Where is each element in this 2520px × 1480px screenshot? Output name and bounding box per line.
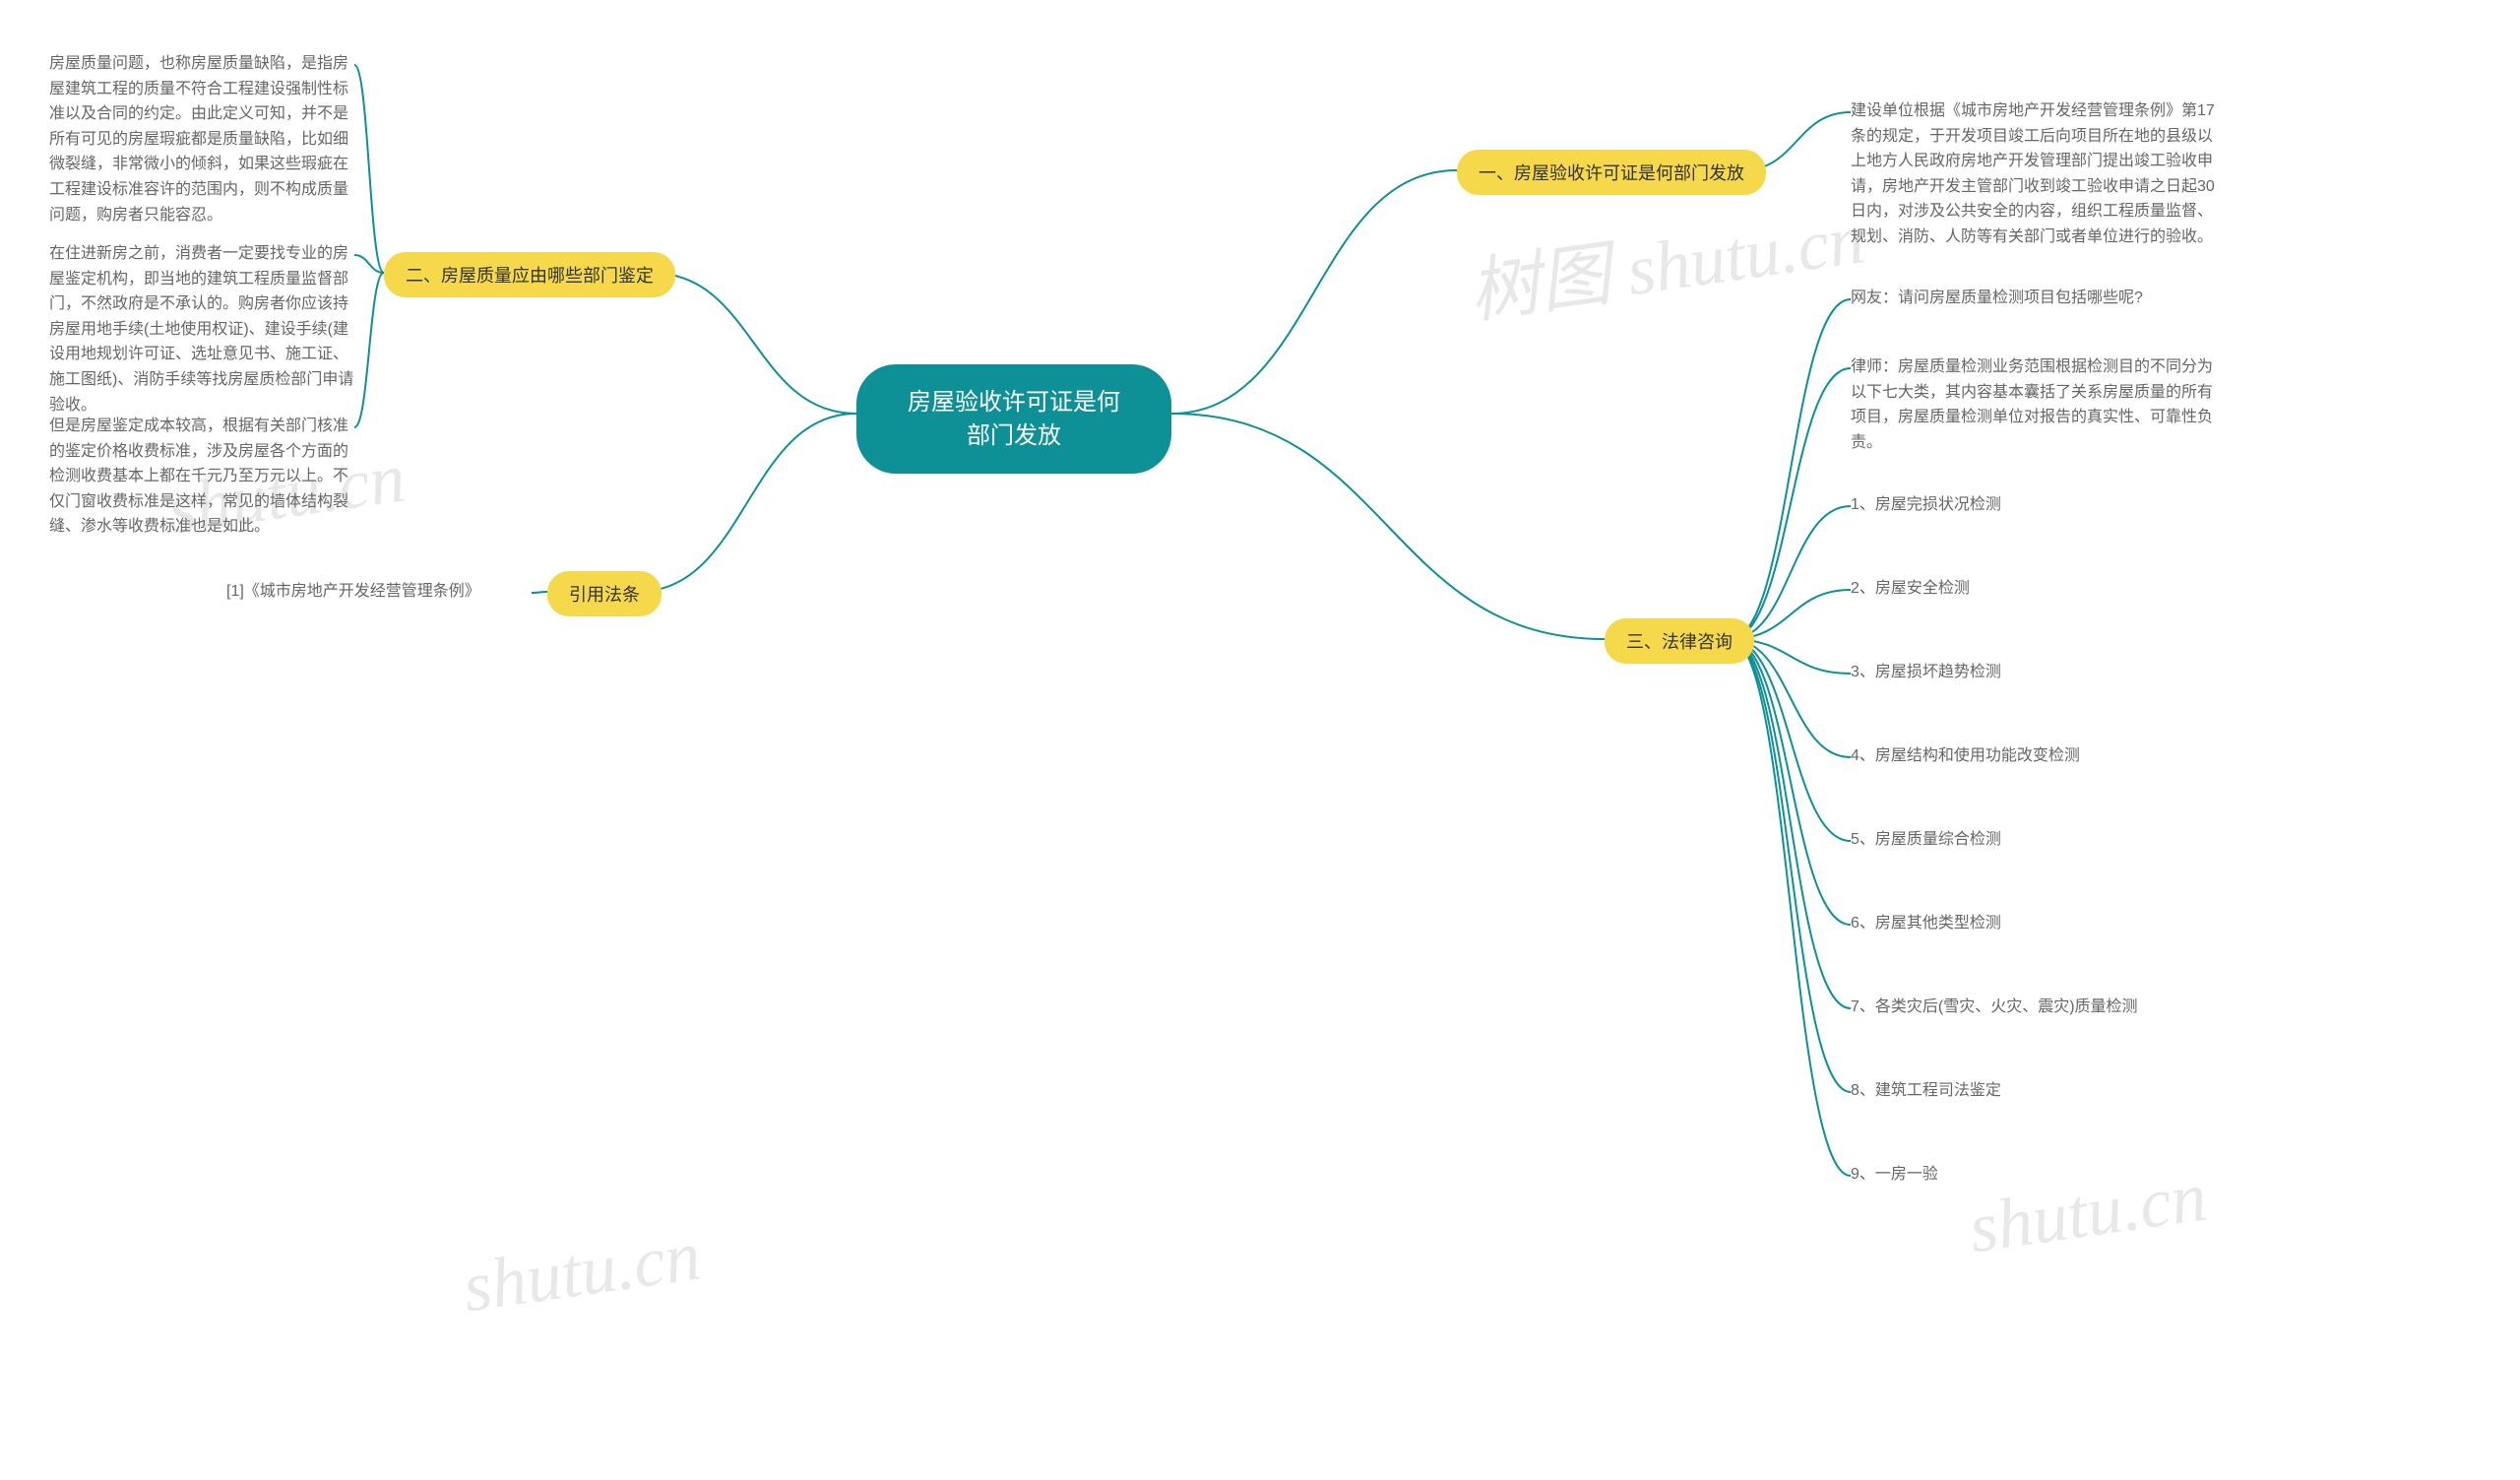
- leaf-node: 5、房屋质量综合检测: [1851, 827, 2185, 853]
- leaf-node: 2、房屋安全检测: [1851, 576, 2185, 602]
- branch-node[interactable]: 三、法律咨询: [1605, 618, 1754, 664]
- watermark: 树图 shutu.cn: [1462, 179, 1870, 337]
- leaf-node: 4、房屋结构和使用功能改变检测: [1851, 743, 2185, 769]
- branch-node[interactable]: 二、房屋质量应由哪些部门鉴定: [384, 252, 675, 297]
- center-node[interactable]: 房屋验收许可证是何部门发放: [856, 364, 1171, 474]
- leaf-node: 在住进新房之前，消费者一定要找专业的房屋鉴定机构，即当地的建筑工程质量监督部门，…: [49, 241, 354, 418]
- leaf-node: 建设单位根据《城市房地产开发经营管理条例》第17条的规定，于开发项目竣工后向项目…: [1851, 98, 2225, 250]
- watermark: shutu.cn: [458, 1215, 705, 1329]
- leaf-node: 房屋质量问题，也称房屋质量缺陷，是指房屋建筑工程的质量不符合工程建设强制性标准以…: [49, 51, 354, 227]
- leaf-node: 网友：请问房屋质量检测项目包括哪些呢?: [1851, 286, 2225, 311]
- leaf-node: 1、房屋完损状况检测: [1851, 492, 2185, 518]
- leaf-node: 律师：房屋质量检测业务范围根据检测目的不同分为以下七大类，其内容基本囊括了关系房…: [1851, 354, 2225, 455]
- leaf-node: 8、建筑工程司法鉴定: [1851, 1078, 2185, 1104]
- branch-node[interactable]: 引用法条: [547, 571, 662, 616]
- leaf-node: [1]《城市房地产开发经营管理条例》: [226, 579, 532, 605]
- leaf-node: 3、房屋损坏趋势检测: [1851, 660, 2185, 685]
- branch-node[interactable]: 一、房屋验收许可证是何部门发放: [1457, 150, 1766, 195]
- leaf-node: 9、一房一验: [1851, 1162, 2185, 1188]
- leaf-node: 7、各类灾后(雪灾、火灾、震灾)质量检测: [1851, 995, 2185, 1020]
- leaf-node: 但是房屋鉴定成本较高，根据有关部门核准的鉴定价格收费标准，涉及房屋各个方面的检测…: [49, 414, 354, 540]
- leaf-node: 6、房屋其他类型检测: [1851, 911, 2185, 936]
